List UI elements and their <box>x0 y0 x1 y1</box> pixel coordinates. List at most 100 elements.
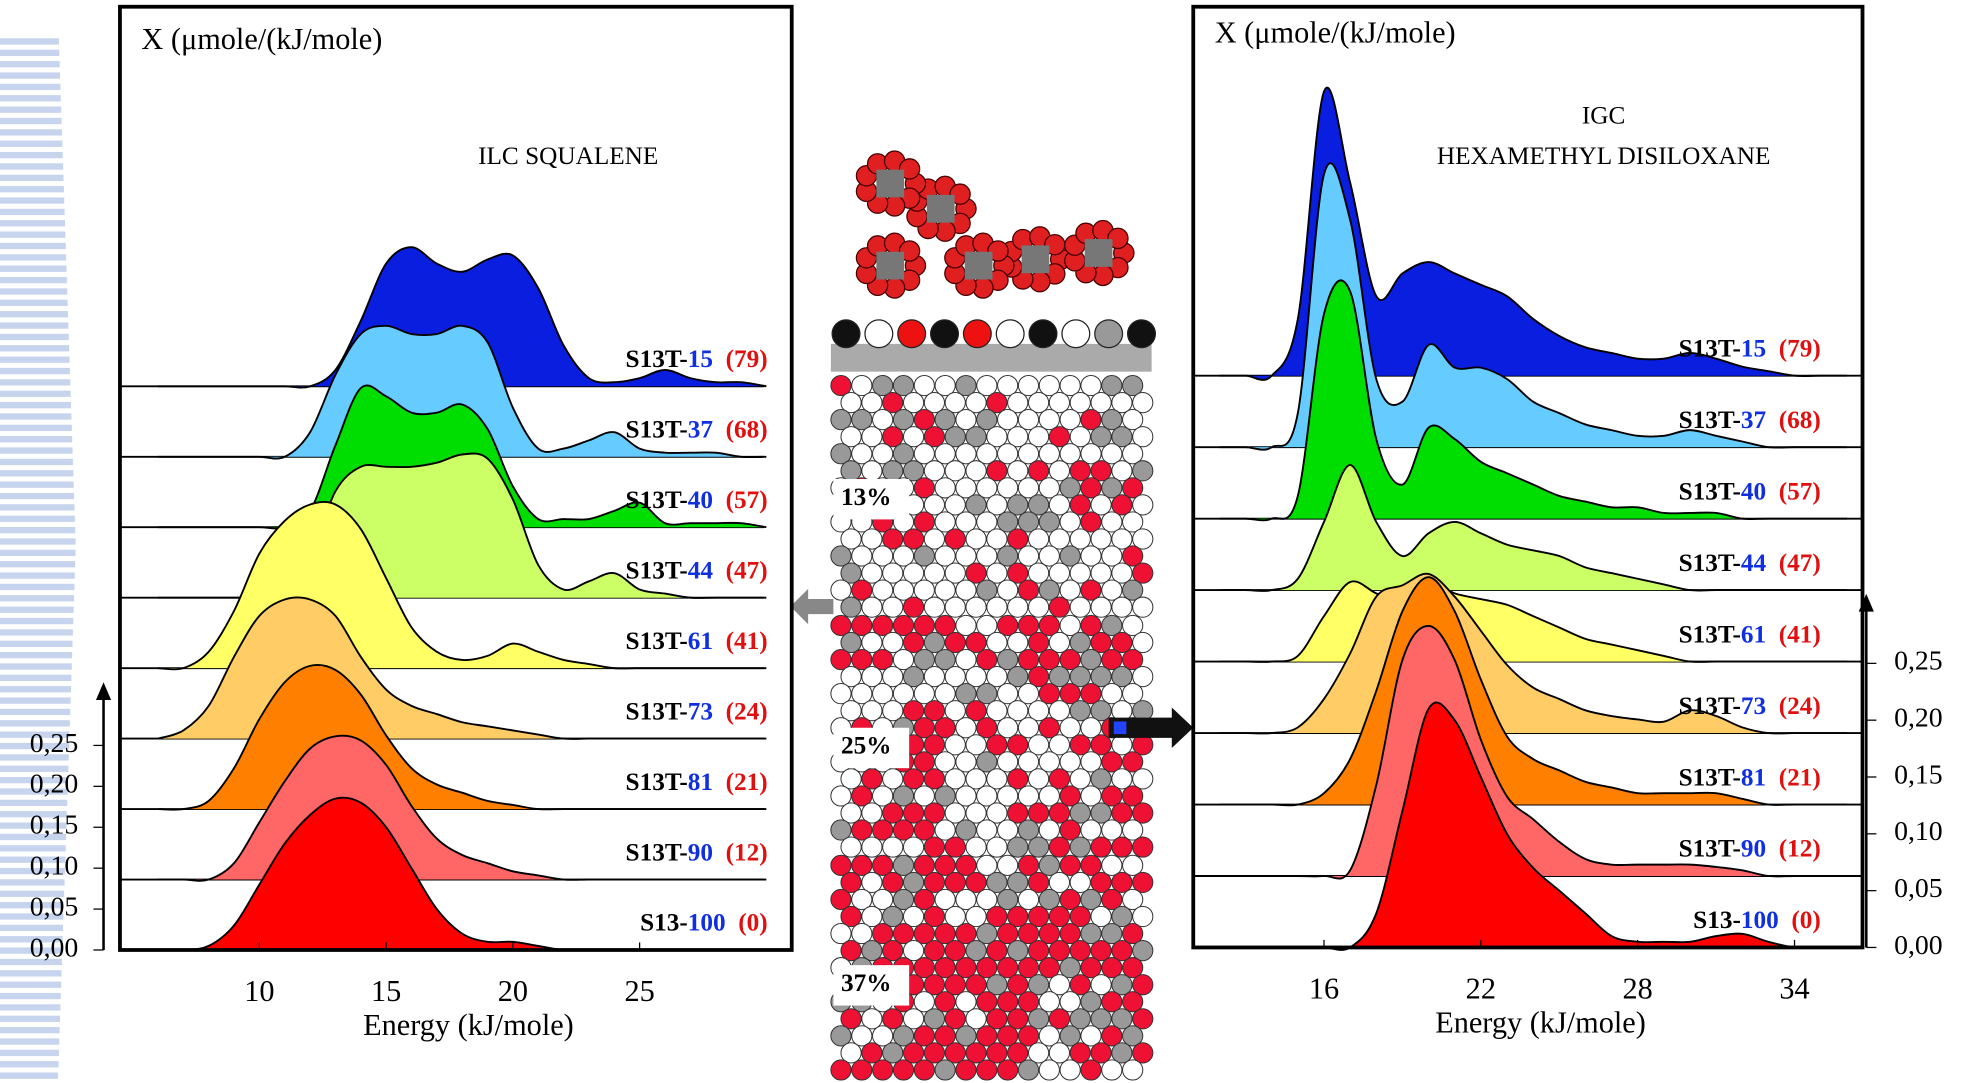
grid-atom <box>934 1059 956 1081</box>
illustration-label: 13% <box>841 483 892 511</box>
grid-atom <box>882 596 904 618</box>
grid-atom <box>1048 562 1071 584</box>
grid-atom <box>902 836 925 858</box>
grid-atom <box>1027 974 1050 996</box>
ridge-line <box>157 664 767 811</box>
grid-atom <box>892 614 915 637</box>
y-tick-label: 0,20 <box>1894 703 1943 734</box>
grid-atom <box>1027 768 1050 790</box>
grid-atom <box>851 854 873 876</box>
grid-atom <box>1132 1008 1154 1030</box>
ridge-area <box>157 325 767 459</box>
series-label-loading: (24) <box>1779 692 1821 720</box>
grid-atom <box>1027 666 1050 688</box>
grid-atom <box>1080 957 1102 979</box>
grid-atom <box>955 888 977 911</box>
stripe <box>0 38 59 45</box>
surface-atom <box>864 319 894 349</box>
x-axis-label: Energy (kJ/mole) <box>1435 1006 1646 1040</box>
molecule-atom <box>1107 227 1129 250</box>
grid-atom <box>1038 374 1060 397</box>
stripe <box>0 538 76 545</box>
grid-atom <box>1132 905 1154 928</box>
series-label-prefix: S13T- <box>1679 477 1741 505</box>
x-tick-label: 25 <box>624 974 654 1008</box>
grid-atom <box>1048 974 1071 996</box>
grid-atom <box>830 854 852 876</box>
stripe <box>0 981 62 988</box>
grid-atom <box>1038 957 1060 979</box>
stripe <box>0 720 70 727</box>
grid-atom <box>934 717 956 739</box>
grid-atom <box>1069 974 1091 996</box>
ridge-area <box>1219 465 1847 591</box>
grid-atom <box>1017 579 1040 601</box>
grid-atom <box>840 426 862 448</box>
series-label: S13T-90 (12) <box>1679 835 1821 863</box>
grid-atom <box>913 957 935 979</box>
grid-atom <box>965 426 987 448</box>
grid-atom <box>1027 631 1050 654</box>
series-label-sample: 37 <box>688 415 714 443</box>
stripe <box>0 424 72 432</box>
grid-atom <box>830 1059 852 1081</box>
series-label-prefix: S13T- <box>1679 406 1741 434</box>
grid-atom <box>976 683 998 705</box>
grid-atom <box>1007 460 1029 482</box>
molecule-core <box>1084 239 1113 267</box>
grid-atom <box>1101 614 1123 637</box>
grid-atom <box>986 768 1008 790</box>
series-label-sample: 15 <box>688 345 713 373</box>
grid-atom <box>976 614 998 637</box>
grid-atom <box>1132 562 1154 584</box>
grid-atom <box>861 940 883 962</box>
grid-atom <box>913 1059 935 1081</box>
stripe <box>0 299 68 307</box>
grid-atom <box>1080 819 1102 841</box>
grid-atom <box>997 922 1019 945</box>
grid-atom <box>1111 562 1133 584</box>
grid-atom <box>1111 1008 1133 1030</box>
series-label-sample: 81 <box>688 768 713 796</box>
grid-atom <box>1111 391 1133 414</box>
stripe <box>0 61 60 68</box>
grid-atom <box>1132 871 1154 894</box>
grid-atom <box>1059 683 1081 705</box>
series-label-prefix: S13T- <box>1679 835 1741 863</box>
grid-atom <box>923 494 946 516</box>
arrow-marker <box>1113 721 1127 735</box>
grid-atom <box>872 888 894 911</box>
series-label: S13T-15 (79) <box>1679 334 1821 362</box>
grid-atom <box>1027 528 1050 550</box>
grid-atom <box>1059 1059 1081 1081</box>
series-label-sample: 61 <box>1741 620 1766 648</box>
grid-atom <box>882 528 904 550</box>
grid-atom <box>923 426 946 448</box>
stripe <box>0 72 61 79</box>
grid-atom <box>902 562 925 584</box>
grid-atom <box>1027 905 1050 928</box>
grid-atom <box>976 1059 998 1081</box>
grid-atom <box>1090 802 1112 824</box>
series-label-sample: 100 <box>688 909 726 937</box>
grid-atom <box>892 545 915 567</box>
stripe <box>0 561 76 568</box>
grid-atom <box>1080 991 1102 1013</box>
grid-atom <box>1007 802 1029 824</box>
grid-atom <box>923 802 946 824</box>
grid-atom <box>902 460 925 482</box>
grid-atom <box>840 871 862 894</box>
grid-atom <box>1048 940 1071 962</box>
grid-atom <box>1090 494 1112 516</box>
grid-atom <box>934 922 956 945</box>
grid-atom <box>1007 836 1029 858</box>
grid-atom <box>1059 717 1081 739</box>
grid-atom <box>851 922 873 945</box>
stripe <box>0 208 65 216</box>
grid-atom <box>1017 443 1040 465</box>
grid-atom <box>1027 1008 1050 1030</box>
grid-atom <box>1090 391 1112 414</box>
grid-atom <box>976 819 998 841</box>
grid-atom <box>872 683 894 705</box>
grid-atom <box>840 700 862 722</box>
